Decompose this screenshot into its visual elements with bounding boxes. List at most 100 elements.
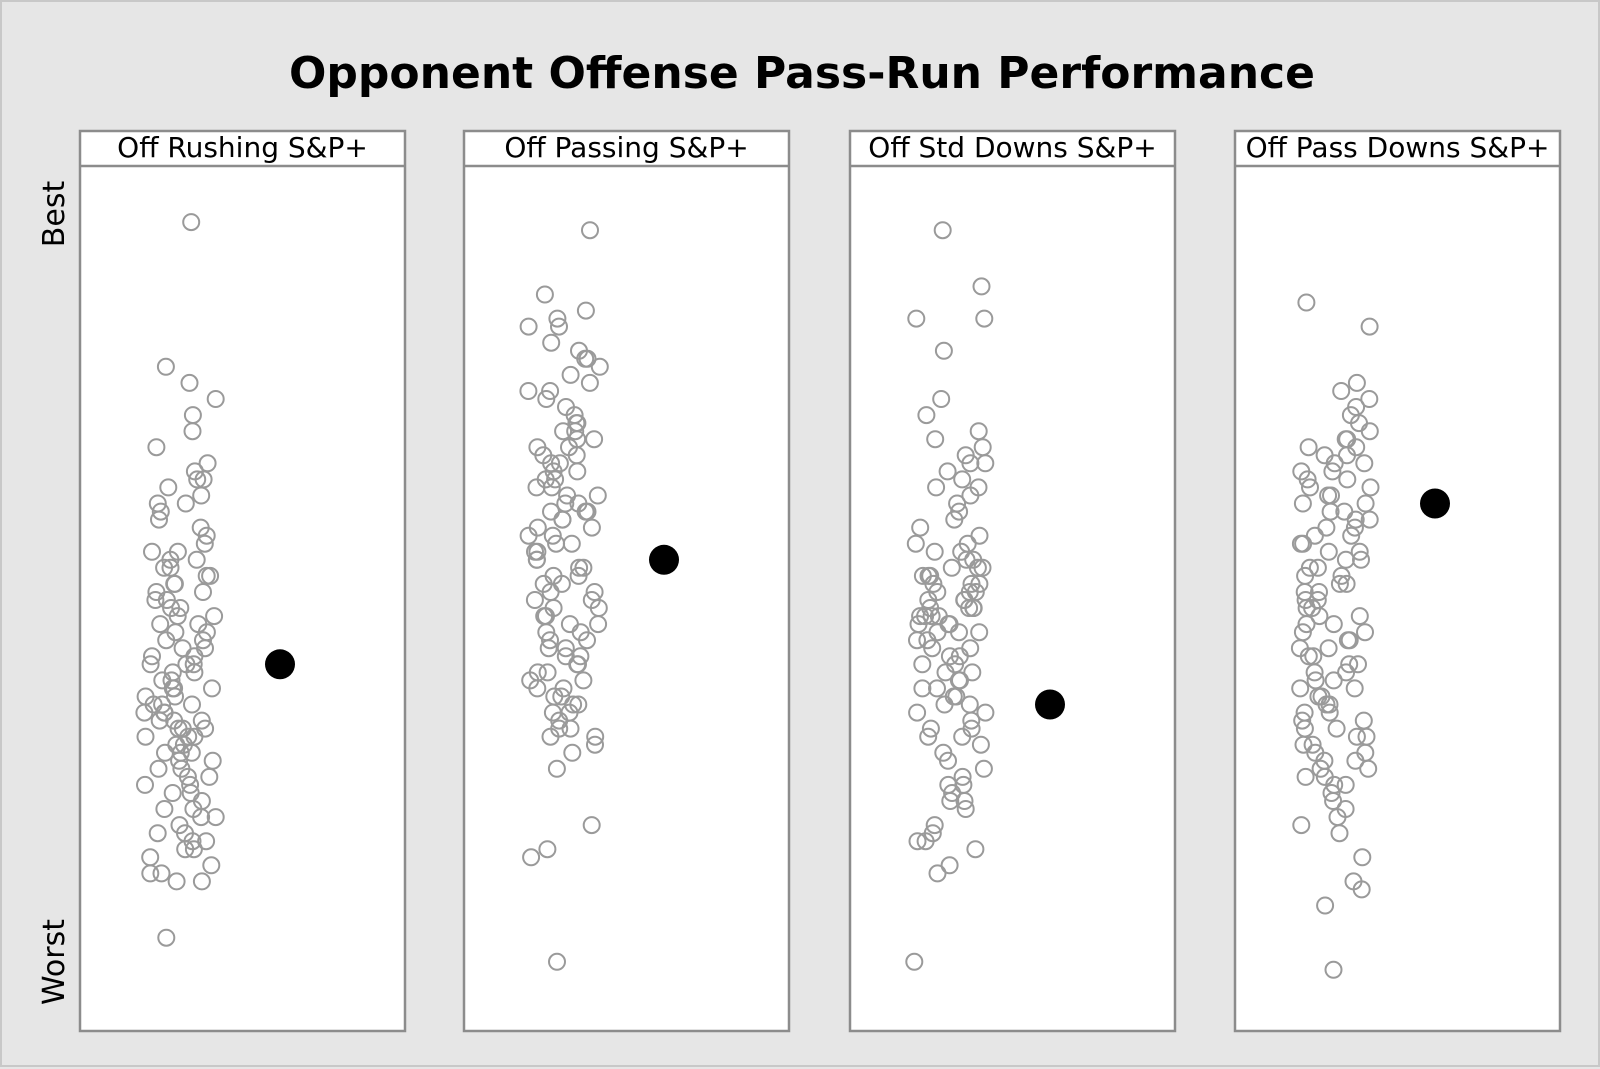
opponent-point bbox=[564, 695, 583, 714]
opponent-point bbox=[519, 382, 538, 400]
opponent-point bbox=[1323, 462, 1342, 481]
opponent-point bbox=[971, 735, 990, 754]
opponent-point bbox=[1336, 550, 1355, 569]
opponent-point bbox=[182, 213, 201, 232]
team-highlight-point bbox=[1035, 689, 1065, 720]
opponent-point bbox=[1332, 382, 1351, 400]
opponent-point bbox=[561, 719, 580, 738]
opponent-point bbox=[1324, 792, 1343, 810]
opponent-point bbox=[1345, 518, 1364, 537]
opponent-point bbox=[1321, 502, 1340, 521]
opponent-point bbox=[561, 365, 580, 384]
opponent-point bbox=[563, 743, 582, 762]
opponent-point bbox=[1299, 647, 1318, 666]
team-highlight-point bbox=[1420, 488, 1450, 519]
opponent-point bbox=[157, 928, 176, 947]
opponent-point bbox=[574, 671, 593, 690]
opponent-point bbox=[907, 309, 926, 328]
opponent-point bbox=[576, 349, 595, 368]
opponent-point bbox=[1338, 470, 1357, 489]
opponent-point bbox=[546, 470, 565, 489]
opponent-point bbox=[955, 792, 974, 810]
opponent-point bbox=[1350, 542, 1369, 561]
opponent-point bbox=[197, 526, 216, 545]
opponent-point bbox=[1330, 824, 1349, 843]
opponent-point bbox=[155, 800, 174, 818]
opponent-point bbox=[1320, 703, 1339, 722]
opponent-point bbox=[1360, 390, 1379, 408]
opponent-point bbox=[205, 607, 224, 626]
opponent-point bbox=[581, 221, 599, 240]
opponent-point bbox=[580, 373, 599, 392]
opponent-point bbox=[941, 792, 960, 810]
opponent-point bbox=[956, 800, 975, 818]
opponent-point bbox=[936, 663, 955, 682]
opponent-point bbox=[925, 542, 944, 561]
opponent-point bbox=[1305, 663, 1324, 682]
opponent-point bbox=[183, 695, 201, 714]
opponent-point bbox=[1336, 775, 1355, 794]
opponent-point bbox=[163, 784, 182, 802]
opponent-point bbox=[908, 703, 927, 722]
opponent-point bbox=[1319, 542, 1338, 561]
opponent-point bbox=[576, 502, 595, 521]
opponent-point bbox=[921, 719, 940, 738]
opponent-point bbox=[1356, 494, 1375, 513]
panels-group: Off Rushing S&P+ Off Passing S&P+ Off Std … bbox=[78, 129, 1562, 1033]
opponent-point bbox=[1293, 494, 1312, 513]
opponent-point bbox=[149, 759, 168, 778]
opponent-point bbox=[1316, 896, 1335, 915]
opponent-point bbox=[905, 952, 924, 971]
opponent-point bbox=[151, 502, 170, 521]
panel-frame bbox=[462, 129, 791, 1033]
opponent-point bbox=[150, 510, 168, 529]
opponent-point bbox=[566, 422, 585, 441]
opponent-point bbox=[195, 534, 214, 553]
opponent-point bbox=[541, 727, 560, 746]
opponent-point bbox=[528, 542, 547, 561]
opponent-point bbox=[576, 301, 595, 320]
opponent-point bbox=[539, 639, 558, 658]
opponent-point bbox=[1297, 615, 1316, 634]
opponent-point bbox=[590, 357, 609, 376]
opponent-point bbox=[542, 454, 561, 473]
opponent-point bbox=[568, 655, 587, 674]
opponent-point bbox=[541, 631, 559, 650]
opponent-point bbox=[194, 583, 212, 601]
opponent-point bbox=[1325, 454, 1344, 473]
opponent-point bbox=[1345, 679, 1364, 698]
opponent-point bbox=[152, 864, 171, 883]
opponent-point bbox=[187, 550, 206, 569]
opponent-point bbox=[206, 390, 225, 408]
opponent-point bbox=[1324, 960, 1343, 979]
opponent-point bbox=[1297, 293, 1316, 312]
opponent-point bbox=[963, 663, 982, 682]
opponent-point bbox=[157, 631, 176, 650]
opponent-point bbox=[939, 751, 957, 770]
opponent-point bbox=[556, 639, 575, 658]
opponent-point bbox=[1337, 663, 1356, 682]
opponent-point bbox=[919, 727, 938, 746]
opponent-point bbox=[155, 558, 174, 577]
opponent-point bbox=[923, 639, 942, 658]
opponent-point bbox=[911, 607, 930, 626]
opponent-point bbox=[202, 856, 221, 875]
opponent-point bbox=[197, 832, 216, 851]
panel-label: Off Passing S&P+ bbox=[504, 131, 748, 164]
opponent-point bbox=[156, 357, 175, 376]
opponent-point bbox=[141, 655, 160, 674]
opponent-point bbox=[942, 558, 961, 577]
opponent-point bbox=[1324, 615, 1343, 634]
opponent-point bbox=[1360, 317, 1379, 336]
opponent-point bbox=[970, 623, 989, 642]
opponent-point bbox=[1346, 510, 1365, 529]
opponent-point bbox=[148, 824, 167, 843]
opponent-point bbox=[582, 518, 601, 537]
opponent-point bbox=[906, 534, 925, 553]
opponent-point bbox=[578, 631, 596, 650]
opponent-point bbox=[548, 952, 566, 971]
opponent-point bbox=[961, 454, 980, 473]
panel-frame bbox=[1233, 129, 1562, 1033]
opponent-point bbox=[198, 454, 217, 473]
opponent-point bbox=[1352, 880, 1371, 899]
